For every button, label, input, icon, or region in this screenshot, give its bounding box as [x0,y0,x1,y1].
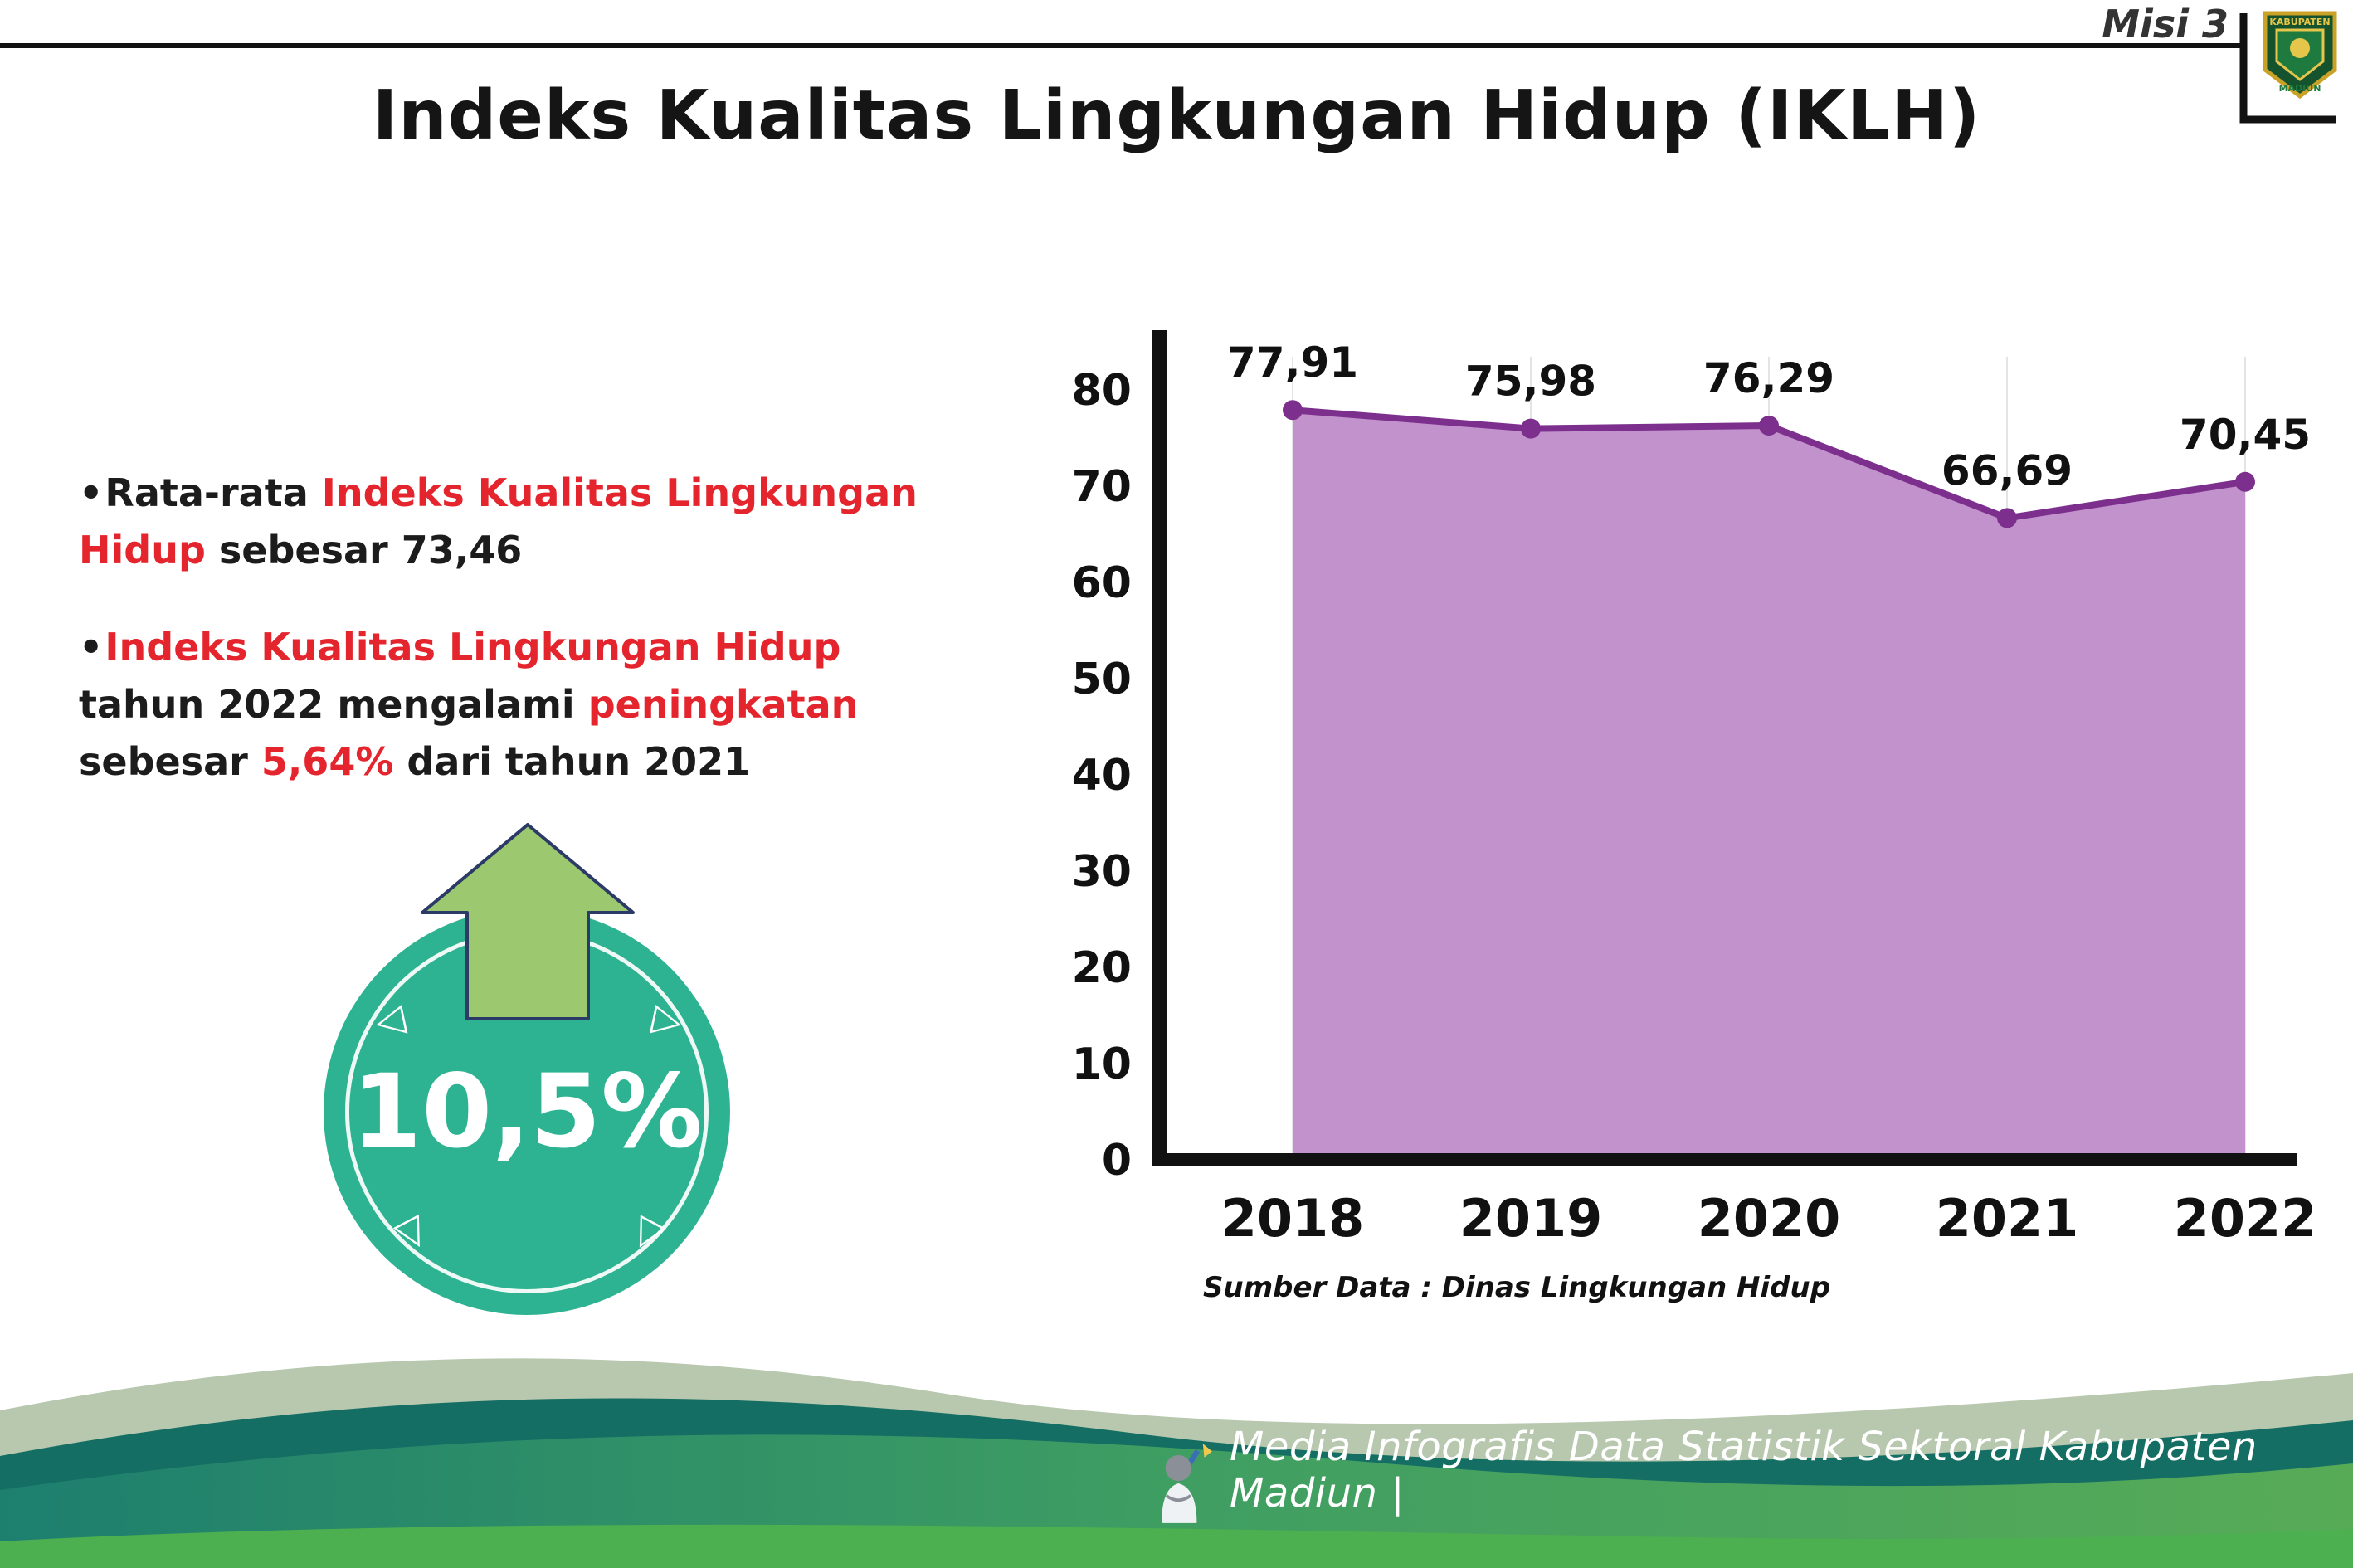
svg-text:2020: 2020 [1698,1188,1841,1249]
chart-source-note: Sumber Data : Dinas Lingkungan Hidup [1203,1271,1831,1304]
footer-credit: Media Infografis Data Statistik Sektoral… [1230,1424,2258,1517]
body-text: dari tahun 2021 [393,739,751,784]
svg-text:2022: 2022 [2174,1188,2317,1249]
svg-text:KABUPATEN: KABUPATEN [2269,17,2330,27]
svg-text:20: 20 [1072,943,1132,993]
header-divider [0,43,2240,48]
highlighted-text: peningkatan [587,682,859,727]
svg-text:10: 10 [1072,1040,1132,1089]
svg-text:MADIUN: MADIUN [2279,83,2321,94]
bullet-item: •Rata-rata Indeks Kualitas Lingkungan Hi… [79,470,918,572]
highlighted-text: 5,64% [261,739,394,784]
svg-text:77,91: 77,91 [1227,338,1358,387]
svg-text:50: 50 [1072,655,1132,704]
bullet-item: •Indeks Kualitas Lingkungan Hidup tahun … [79,625,859,784]
svg-text:66,69: 66,69 [1941,446,2073,494]
increase-badge: ◁ ▷ ▽ ▷ 10,5% [324,823,738,1315]
svg-text:0: 0 [1102,1136,1132,1186]
highlighted-text: Indeks Kualitas Lingkungan Hidup [79,470,918,572]
up-arrow-icon [421,823,635,1020]
svg-text:2021: 2021 [1936,1188,2079,1249]
svg-text:70,45: 70,45 [2180,411,2311,459]
mascot-icon [1162,1444,1212,1523]
summary-bullets: •Rata-rata Indeks Kualitas Lingkungan Hi… [79,465,975,830]
kabupaten-madiun-logo: KABUPATEN MADIUN [2237,8,2341,124]
body-text: tahun 2022 mengalami [79,682,588,727]
svg-text:30: 30 [1072,847,1132,897]
highlighted-text: Indeks Kualitas Lingkungan Hidup [105,625,841,670]
svg-text:75,98: 75,98 [1465,358,1596,406]
svg-text:2018: 2018 [1221,1188,1365,1249]
svg-text:76,29: 76,29 [1703,354,1834,402]
badge-value: 10,5% [351,1053,703,1171]
iklh-area-chart: 77,91 75,98 76,29 66,69 70,45 0 10 20 30 40 50 60 70… [1044,280,2316,1326]
svg-text:40: 40 [1072,751,1132,801]
page-title: Indeks Kualitas Lingkungan Hidup (IKLH) [372,76,1981,155]
svg-text:80: 80 [1072,366,1132,416]
area-chart-canvas: 77,91 75,98 76,29 66,69 70,45 0 10 20 30 40 50 60 70… [1072,330,2316,1249]
svg-text:70: 70 [1072,462,1132,512]
logo-crest-icon: KABUPATEN MADIUN [2239,11,2337,124]
body-text: sebesar [79,739,261,784]
badge-circle: ◁ ▷ ▽ ▷ 10,5% [324,908,730,1315]
svg-text:2019: 2019 [1459,1188,1603,1249]
body-text: sebesar 73,46 [205,528,523,572]
misi-label: Misi 3 [2102,2,2229,46]
svg-text:60: 60 [1072,558,1132,608]
body-text: Rata-rata [105,470,322,515]
